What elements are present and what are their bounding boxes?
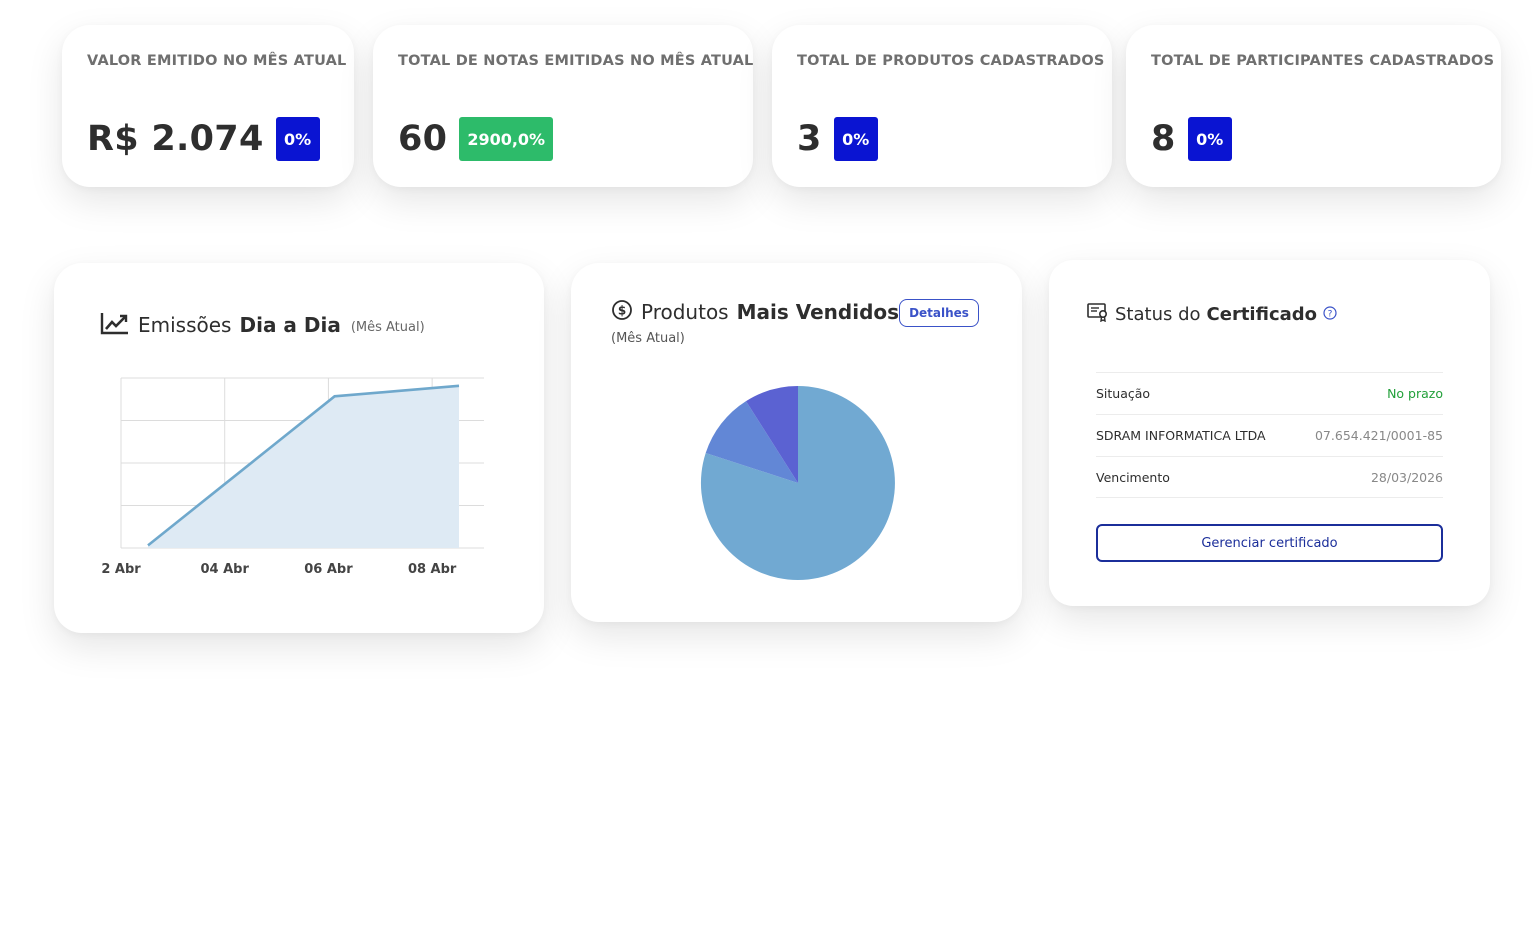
stat-value: R$ 2.074 bbox=[87, 119, 264, 159]
cert-row-label: Vencimento bbox=[1096, 469, 1170, 485]
card-title-period: (Mês Atual) bbox=[350, 320, 425, 335]
cert-row-value: 07.654.421/0001-85 bbox=[1314, 428, 1443, 443]
svg-text:?: ? bbox=[1328, 309, 1333, 319]
detalhes-button[interactable]: Detalhes bbox=[899, 299, 979, 327]
card-title: Emissões bbox=[138, 313, 232, 337]
dollar-circle-icon: $ bbox=[611, 299, 633, 325]
x-tick-label: 04 Abr bbox=[201, 562, 250, 577]
stat-card-notas-emitidas: TOTAL DE NOTAS EMITIDAS NO MÊS ATUAL 60 … bbox=[373, 25, 753, 187]
area-fill bbox=[148, 385, 459, 548]
stat-card-participantes-cadastrados: TOTAL DE PARTICIPANTES CADASTRADOS 8 0% bbox=[1126, 25, 1501, 187]
svg-text:$: $ bbox=[618, 304, 626, 318]
series-line bbox=[147, 384, 460, 547]
produtos-pie-chart bbox=[700, 386, 895, 580]
certificate-icon bbox=[1087, 302, 1109, 326]
cert-row-label: SDRAM INFORMATICA LTDA bbox=[1096, 428, 1266, 443]
stat-value: 8 bbox=[1151, 119, 1176, 159]
stat-value: 60 bbox=[398, 119, 448, 159]
card-title: Status do bbox=[1115, 303, 1201, 325]
stat-title: TOTAL DE NOTAS EMITIDAS NO MÊS ATUAL bbox=[398, 53, 754, 69]
x-tick-label: 08 Abr bbox=[408, 562, 457, 577]
percent-badge: 0% bbox=[275, 117, 320, 161]
stat-card-produtos-cadastrados: TOTAL DE PRODUTOS CADASTRADOS 3 0% bbox=[772, 25, 1112, 187]
produtos-card: $ Produtos Mais Vendidos Detalhes (Mês A… bbox=[571, 263, 1022, 622]
card-title-bold: Dia a Dia bbox=[239, 313, 341, 337]
question-circle-icon[interactable]: ? bbox=[1323, 305, 1337, 324]
card-subtitle: (Mês Atual) bbox=[611, 331, 685, 346]
card-title-bold: Mais Vendidos bbox=[736, 300, 900, 324]
emissoes-area-chart: 2 Abr 04 Abr 06 Abr 08 Abr bbox=[101, 377, 484, 577]
cert-row-vencimento: Vencimento 28/03/2026 bbox=[1096, 456, 1443, 498]
pie-slice bbox=[700, 386, 895, 580]
cert-row-label: Situação bbox=[1096, 386, 1151, 401]
percent-badge: 2900,0% bbox=[459, 117, 554, 161]
cert-row-empresa: SDRAM INFORMATICA LTDA 07.654.421/0001-8… bbox=[1096, 414, 1443, 456]
cert-row-value: 28/03/2026 bbox=[1370, 469, 1443, 485]
percent-badge: 0% bbox=[1187, 117, 1232, 161]
stat-title: VALOR EMITIDO NO MÊS ATUAL bbox=[87, 53, 347, 69]
gerenciar-certificado-button[interactable]: Gerenciar certificado bbox=[1096, 524, 1443, 562]
certificado-card: Status do Certificado ? Situação No praz… bbox=[1049, 260, 1490, 606]
stat-title: TOTAL DE PARTICIPANTES CADASTRADOS bbox=[1151, 53, 1495, 69]
cert-row-situacao: Situação No prazo bbox=[1096, 372, 1443, 414]
line-chart-icon bbox=[100, 311, 130, 339]
emissoes-card: Emissões Dia a Dia (Mês Atual) 2 Abr 04 A… bbox=[54, 263, 544, 633]
card-title-bold: Certificado bbox=[1206, 303, 1318, 325]
status-badge: No prazo bbox=[1387, 386, 1443, 401]
stat-value: 3 bbox=[797, 119, 822, 159]
x-tick-label: 06 Abr bbox=[304, 562, 353, 577]
x-tick-label: 2 Abr bbox=[101, 562, 141, 577]
pie-slice bbox=[705, 401, 798, 483]
pie-slice bbox=[746, 386, 798, 483]
percent-badge: 0% bbox=[833, 117, 878, 161]
stat-title: TOTAL DE PRODUTOS CADASTRADOS bbox=[797, 53, 1105, 69]
card-title: Produtos bbox=[641, 300, 729, 324]
stat-card-valor-emitido: VALOR EMITIDO NO MÊS ATUAL R$ 2.074 0% bbox=[62, 25, 354, 187]
